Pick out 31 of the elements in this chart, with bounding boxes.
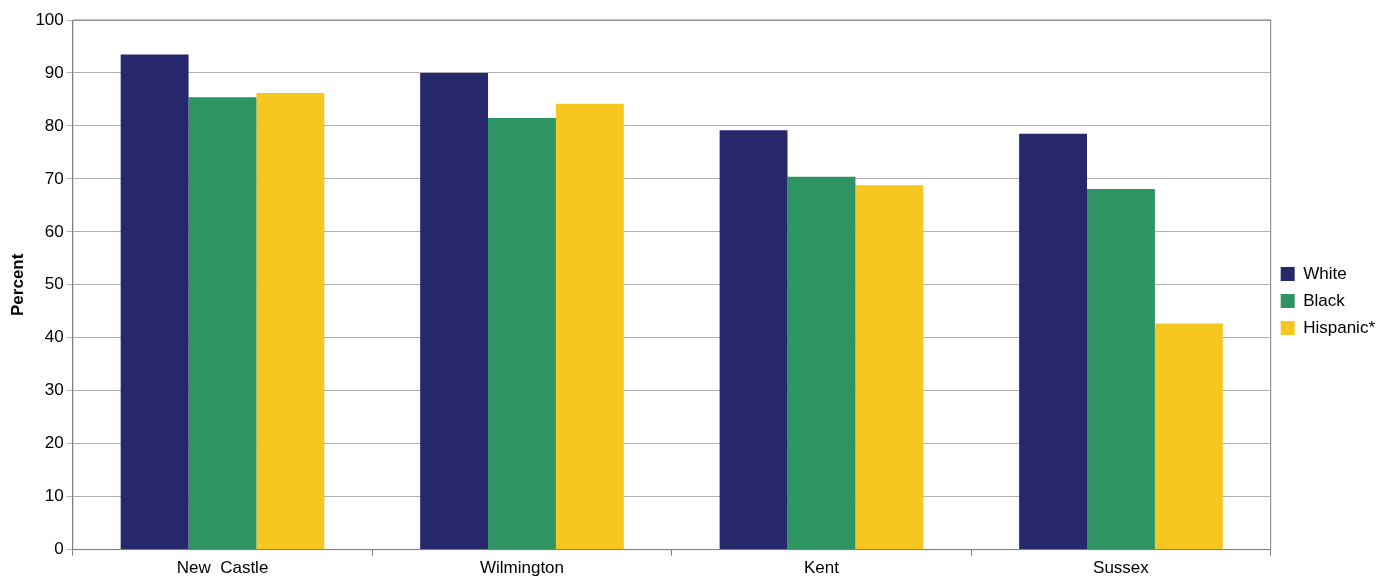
y-tick-label: 50 bbox=[44, 274, 64, 294]
bar bbox=[855, 185, 924, 550]
y-tick-label: 90 bbox=[44, 62, 64, 82]
y-tick-label: 20 bbox=[44, 433, 64, 453]
legend-label: Hispanic* bbox=[1303, 317, 1376, 337]
bar bbox=[120, 54, 189, 550]
y-tick-label: 30 bbox=[44, 380, 64, 400]
y-axis-title: Percent bbox=[7, 253, 27, 316]
bar bbox=[420, 72, 489, 550]
bar bbox=[555, 103, 624, 550]
x-tick-label: Kent bbox=[803, 558, 840, 578]
y-tick-label: 10 bbox=[44, 486, 64, 506]
legend-label: Black bbox=[1303, 290, 1346, 310]
y-tick-label: 70 bbox=[44, 168, 64, 188]
bar bbox=[1087, 188, 1155, 550]
bar bbox=[188, 97, 257, 550]
y-tick-label: 100 bbox=[35, 9, 64, 29]
y-tick-label: 40 bbox=[44, 327, 64, 347]
x-tick-label: Wilmington bbox=[479, 558, 565, 578]
legend-label: White bbox=[1303, 263, 1347, 283]
bar bbox=[719, 130, 788, 550]
y-tick-label: 0 bbox=[54, 539, 64, 559]
bar bbox=[488, 117, 556, 550]
bar bbox=[256, 93, 325, 550]
bar bbox=[1019, 133, 1088, 550]
bar bbox=[787, 176, 856, 550]
y-tick-label: 80 bbox=[44, 115, 64, 135]
y-tick-label: 60 bbox=[44, 221, 64, 241]
x-tick-label: Sussex bbox=[1093, 558, 1150, 578]
x-tick-label: New Castle bbox=[176, 558, 269, 578]
bar bbox=[1154, 323, 1223, 550]
